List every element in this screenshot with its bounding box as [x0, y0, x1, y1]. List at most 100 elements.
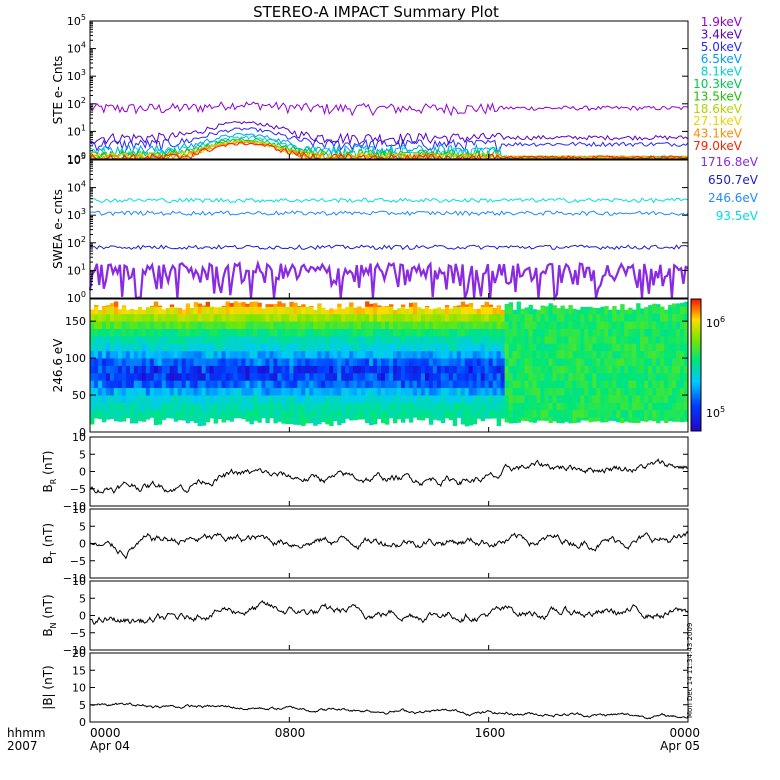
pad-cell — [169, 387, 175, 396]
pad-cell — [205, 380, 210, 389]
pad-cell — [456, 372, 462, 381]
pad-cell — [448, 409, 454, 418]
pad-cell — [205, 301, 210, 307]
pad-cell — [480, 409, 486, 418]
pad-cell — [628, 321, 633, 329]
pad-cell — [524, 335, 529, 344]
pad-cell — [516, 387, 521, 396]
pad-cell — [672, 402, 677, 411]
pad-cell — [333, 365, 338, 374]
pad-cell — [349, 387, 354, 396]
pad-cell — [357, 417, 362, 420]
pad-cell — [201, 306, 207, 315]
pad-cell — [400, 417, 406, 423]
colorbar-cell — [691, 332, 701, 335]
pad-cell — [424, 409, 430, 418]
pad-cell — [161, 380, 167, 389]
pad-cell — [133, 321, 139, 329]
pad-cell — [480, 306, 486, 315]
pad-cell — [233, 301, 238, 307]
pad-cell — [680, 302, 685, 307]
pad-cell — [265, 306, 270, 315]
colorbar-cell — [691, 376, 701, 379]
pad-cell — [145, 313, 151, 322]
pad-cell — [416, 417, 422, 421]
pad-cell — [317, 303, 322, 307]
pad-cell — [361, 335, 366, 344]
pad-cell — [137, 417, 143, 422]
pad-cell — [596, 380, 601, 389]
pad-cell — [440, 402, 446, 411]
pad-cell — [277, 395, 282, 403]
colorbar-cell — [691, 417, 701, 421]
pad-cell — [640, 417, 645, 422]
pad-cell — [201, 395, 207, 403]
pad-cell — [321, 321, 326, 329]
pad-cell — [173, 365, 179, 374]
pad-cell — [193, 358, 199, 366]
swea-ytick-label-2: 102 — [67, 235, 86, 250]
pad-cell — [632, 309, 637, 315]
pad-cell — [229, 417, 234, 422]
bn-ytick-label-4: −10 — [63, 644, 86, 657]
pad-cell — [229, 306, 234, 315]
pad-cell — [560, 328, 565, 337]
pad-cell — [516, 328, 521, 337]
pad-cell — [297, 409, 302, 418]
pad-cell — [161, 328, 167, 337]
pad-cell — [141, 350, 147, 359]
pad-cell — [189, 380, 195, 389]
pad-cell — [309, 365, 314, 374]
pad-cell — [592, 402, 597, 411]
pad-cell — [385, 402, 390, 411]
pad-cell — [325, 380, 330, 389]
pad-cell — [532, 313, 537, 322]
pad-cell — [157, 321, 163, 329]
pad-cell — [524, 307, 529, 315]
pad-cell — [285, 328, 290, 337]
pad-cell — [93, 343, 99, 352]
pad-cell — [141, 358, 147, 366]
pad-cell — [341, 387, 346, 396]
pad-cell — [532, 358, 537, 366]
pad-cell — [301, 335, 306, 344]
pad-cell — [245, 365, 250, 374]
pad-cell — [197, 387, 203, 396]
pad-cell — [141, 321, 147, 329]
pad-cell — [153, 328, 159, 337]
pad-cell — [253, 343, 258, 352]
pad-cell — [369, 387, 374, 396]
pad-cell — [672, 417, 677, 422]
pad-cell — [428, 417, 434, 425]
pad-cell — [365, 365, 370, 374]
pad-cell — [448, 402, 454, 411]
pad-cell — [476, 380, 482, 389]
pad-cell — [281, 350, 286, 359]
pad-cell — [444, 313, 450, 322]
pad-cell — [532, 380, 537, 389]
pad-cell — [129, 313, 135, 322]
pad-cell — [313, 372, 318, 381]
pad-cell — [520, 328, 525, 337]
pad-cell — [428, 321, 434, 329]
pad-cell — [221, 305, 226, 307]
pad-cell — [572, 321, 577, 329]
pad-cell — [456, 380, 462, 389]
pad-cell — [608, 313, 613, 322]
pad-cell — [528, 343, 533, 352]
pad-cell — [620, 365, 625, 374]
pad-cell — [289, 328, 294, 337]
pad-cell — [325, 409, 330, 418]
colorbar-cell — [691, 402, 701, 405]
pad-cell — [524, 372, 529, 381]
pad-cell — [580, 402, 585, 411]
pad-cell — [109, 313, 115, 322]
pad-cell — [416, 387, 422, 396]
pad-cell — [193, 328, 199, 337]
pad-cell — [265, 387, 270, 396]
pad-cell — [556, 387, 561, 396]
swea-ytick-label-3: 103 — [67, 207, 86, 222]
pad-cell — [361, 350, 366, 359]
swea-ytick-label-1: 101 — [67, 262, 86, 277]
